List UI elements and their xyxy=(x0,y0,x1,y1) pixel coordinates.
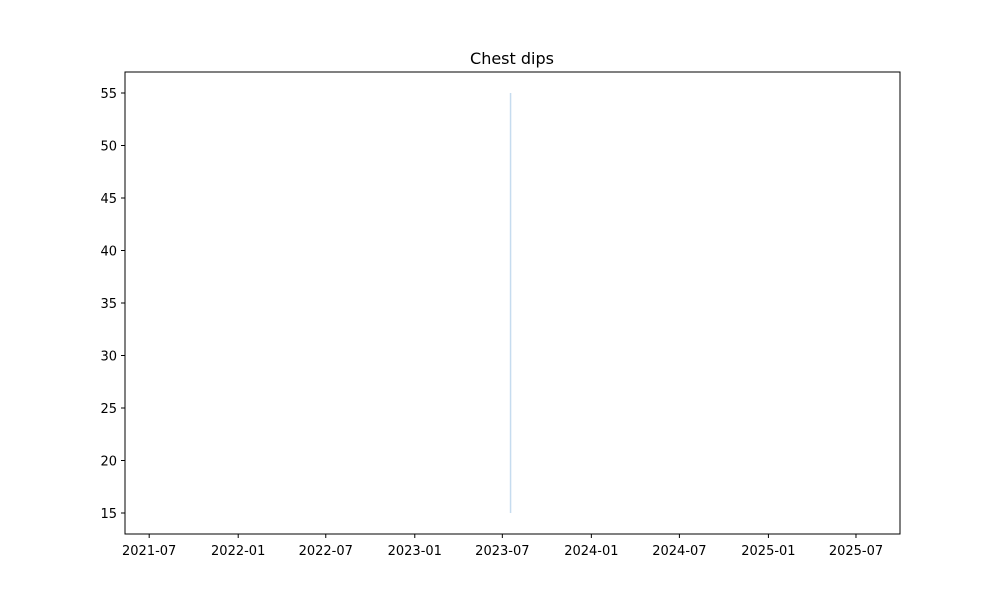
x-tick-label: 2023-07 xyxy=(475,544,529,559)
x-axis: 2021-07 2022-01 2022-07 2023-01 2023-07 2024-… xyxy=(122,534,883,559)
x-tick-label: 2025-07 xyxy=(829,544,883,559)
y-tick-label: 20 xyxy=(100,455,117,470)
x-tick-label: 2023-01 xyxy=(388,544,442,559)
y-tick-label: 40 xyxy=(100,245,117,260)
y-tick-label: 35 xyxy=(100,297,117,312)
y-tick-label: 30 xyxy=(100,350,117,365)
y-axis: 15 20 25 30 35 40 45 50 55 xyxy=(100,87,125,522)
x-tick-label: 2024-07 xyxy=(652,544,706,559)
chart-title: Chest dips xyxy=(470,49,554,68)
plot-area xyxy=(125,72,900,534)
y-tick-label: 15 xyxy=(100,507,117,522)
y-tick-label: 45 xyxy=(100,192,117,207)
x-tick-label: 2022-07 xyxy=(299,544,353,559)
x-tick-label: 2024-01 xyxy=(564,544,618,559)
y-tick-label: 55 xyxy=(100,87,117,102)
y-tick-label: 25 xyxy=(100,402,117,417)
y-tick-label: 50 xyxy=(100,140,117,155)
x-tick-label: 2021-07 xyxy=(122,544,176,559)
x-tick-label: 2022-01 xyxy=(211,544,265,559)
x-tick-label: 2025-01 xyxy=(741,544,795,559)
